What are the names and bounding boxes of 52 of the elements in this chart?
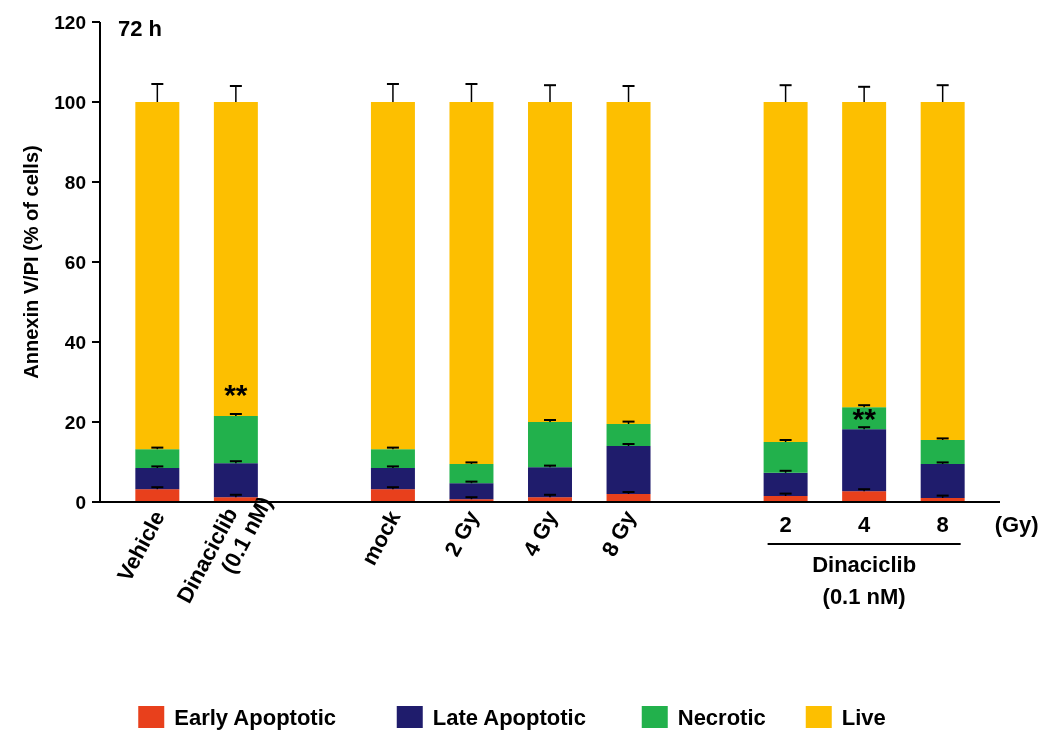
bar — [528, 102, 572, 422]
y-tick-label: 60 — [64, 251, 86, 273]
y-tick-label: 100 — [54, 91, 86, 113]
bar — [842, 102, 887, 408]
bar — [920, 440, 965, 464]
bar — [449, 483, 494, 500]
legend-label: Necrotic — [677, 704, 766, 730]
bar — [763, 472, 808, 496]
bar — [449, 102, 494, 464]
annotation: ** — [224, 377, 248, 411]
bar — [763, 102, 808, 442]
bar — [213, 416, 258, 464]
bar — [842, 429, 887, 492]
y-axis-title: Annexin V/PI (% of cells) — [20, 145, 42, 379]
chart-title: 72 h — [118, 16, 163, 41]
x-tick-label: 2 Gy — [439, 505, 485, 561]
bar — [606, 424, 651, 446]
bar — [606, 102, 651, 424]
x-tick-label: 4 Gy — [517, 505, 563, 561]
y-tick-label: 0 — [75, 491, 86, 513]
x-tick-label: 4 — [858, 512, 872, 537]
bar — [135, 489, 180, 502]
x-tick-label: 8 Gy — [596, 505, 642, 561]
bar — [842, 491, 887, 502]
bar — [370, 468, 415, 490]
bar — [213, 102, 258, 416]
bar — [370, 449, 415, 468]
bar — [528, 422, 572, 468]
bar — [606, 446, 651, 494]
text: (Gy) — [994, 512, 1039, 537]
x-tick-label: mock — [356, 505, 406, 570]
bar — [135, 102, 180, 450]
y-tick-label: 80 — [64, 171, 86, 193]
bar — [213, 463, 258, 498]
annotation: ** — [852, 401, 877, 435]
bar — [920, 102, 965, 440]
legend-label: Early Apoptotic — [174, 704, 337, 730]
bar — [135, 468, 180, 490]
x-tick-label: 8 — [936, 512, 949, 537]
bar — [920, 464, 965, 498]
legend-label: Late Apoptotic — [432, 704, 586, 730]
bar — [135, 449, 180, 468]
bar — [370, 489, 415, 502]
bar — [528, 467, 572, 498]
legend-label: Live — [841, 704, 886, 730]
y-tick-label: 120 — [54, 11, 86, 33]
y-tick-label: 40 — [64, 331, 86, 353]
bar — [763, 442, 808, 473]
bar — [449, 464, 494, 484]
y-tick-label: 20 — [64, 411, 86, 433]
x-tick-label: 2 — [779, 512, 792, 537]
bar — [370, 102, 415, 450]
